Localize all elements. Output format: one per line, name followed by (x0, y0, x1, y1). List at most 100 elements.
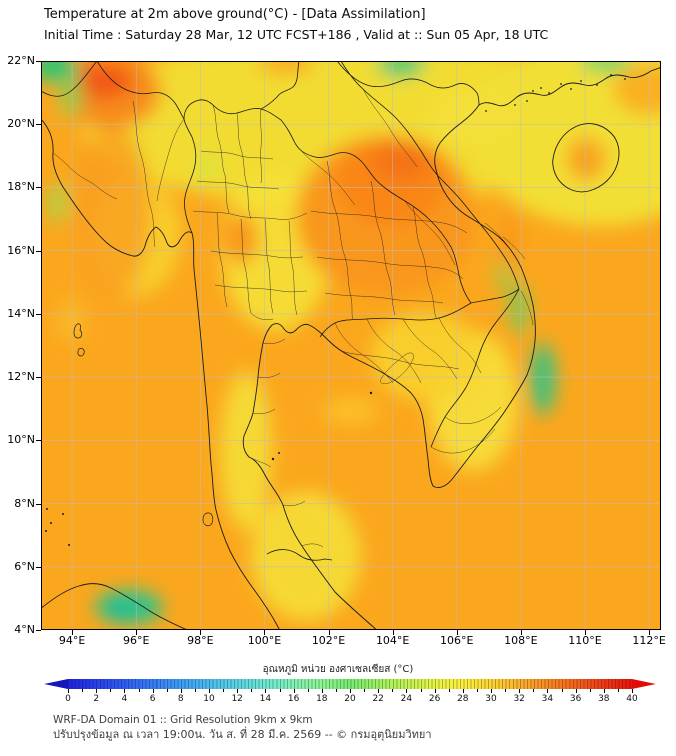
colorbar-tick-mark (321, 689, 323, 693)
lat-tick-label: 4°N (14, 623, 35, 636)
lat-tick-label: 12°N (7, 370, 35, 384)
lat-tick-label: 14°N (7, 306, 35, 320)
lat-tick-mark (36, 630, 41, 631)
colorbar-tick-label: 28 (457, 694, 469, 704)
colorbar-tick-mark (68, 689, 69, 693)
temperature-field (41, 61, 661, 624)
lat-tick-label: 18°N (7, 180, 35, 194)
colorbar-tick-label: 36 (569, 694, 582, 704)
lon-tick-mark (649, 630, 651, 635)
lat-tick-label: 20°N (7, 117, 35, 131)
colorbar-tick-label: 38 (598, 694, 610, 704)
colorbar-tick-label: 0 (65, 694, 71, 704)
coastlines (41, 66, 661, 630)
colorbar-tick-mark (632, 689, 633, 693)
colorbar-label: อุณหภูมิ หน่วย องศาเซลเซียส (°C) (262, 664, 414, 675)
colorbar-tick-mark (237, 689, 239, 693)
colorbar-tick-label: 34 (541, 694, 554, 704)
colorbar-tick-mark (180, 689, 182, 693)
lat-tick-mark (36, 313, 41, 315)
colorbar-tick-mark (392, 689, 394, 692)
lat-tick-label: 6°N (14, 559, 35, 573)
colorbar-tick-mark (96, 689, 98, 693)
colorbar-tick-mark (251, 689, 253, 692)
lat-tick-mark (36, 566, 41, 568)
map-border-frame (41, 61, 661, 630)
colorbar-tick-mark (533, 689, 535, 692)
colorbar-tick-label: 2 (93, 694, 100, 704)
colorbar-tick-mark (152, 689, 154, 693)
lon-tick-label: 98°E (187, 634, 214, 647)
graticule-gridlines (41, 61, 661, 630)
lat-tick-mark (36, 377, 41, 379)
colorbar-tick-mark (364, 689, 366, 692)
colorbar-tick-label: 24 (400, 694, 413, 704)
lat-tick-mark (36, 250, 41, 252)
map-canvas (41, 61, 661, 630)
lon-tick-mark (200, 630, 202, 635)
lon-tick-label: 108°E (504, 634, 538, 647)
small-islands (45, 74, 626, 546)
lon-tick-label: 94°E (58, 634, 86, 647)
lat-tick-label: 10°N (7, 433, 35, 447)
colorbar-tick-label: 20 (344, 694, 356, 704)
colorbar-tick-label: 22 (372, 694, 384, 704)
lon-tick-mark (72, 630, 74, 635)
lon-tick-mark (392, 630, 394, 635)
lat-tick-mark (36, 503, 41, 505)
colorbar-tick-mark (448, 689, 450, 692)
page-title: Temperature at 2m above ground(°C) - [Da… (44, 7, 426, 22)
colorbar-gradient (68, 679, 632, 689)
colorbar-tick-mark (265, 689, 267, 693)
colorbar-tick-label: 14 (259, 694, 272, 704)
lon-tick-label: 102°E (311, 634, 346, 647)
colorbar-tick-label: 16 (287, 694, 300, 704)
colorbar-tick-mark (462, 689, 464, 693)
lon-tick-mark (264, 630, 266, 635)
colorbar-tick-mark (194, 689, 196, 692)
colorbar-tick-mark (223, 689, 225, 692)
colorbar-tick-label: 18 (316, 694, 328, 704)
colorbar-tick-mark (124, 689, 126, 693)
colorbar-tick-label: 40 (626, 694, 638, 704)
country-borders (41, 61, 520, 561)
lat-tick-mark (36, 61, 41, 62)
colorbar-tick-label: 8 (177, 694, 184, 704)
lat-tick-label: 22°N (7, 54, 35, 67)
lon-tick-label: 106°E (440, 634, 474, 647)
lat-tick-mark (36, 187, 41, 189)
lon-tick-label: 96°E (122, 634, 150, 647)
lon-tick-mark (328, 630, 330, 635)
colorbar-tick-mark (293, 689, 295, 693)
lon-tick-label: 110°E (568, 634, 602, 647)
map-frame: 22°N 20°N 18°N 16°N 14°N 12°N 10°N 8°N 6°N 4°N 94°… (7, 54, 666, 647)
colorbar-tick-mark (505, 689, 507, 692)
colorbar-tick-mark (617, 689, 619, 692)
colorbar-tick-mark (350, 689, 351, 693)
colorbar-tick-label: 10 (203, 694, 215, 704)
province-borders (52, 88, 534, 548)
lon-tick-mark (136, 630, 138, 635)
lon-tick-label: 112°E (632, 634, 666, 647)
lon-tick-mark (585, 630, 587, 635)
colorbar-tick-mark (589, 689, 591, 692)
footer: WRF-DA Domain 01 :: Grid Resolution 9km … (53, 713, 432, 742)
title-block: Temperature at 2m above ground(°C) - [Da… (44, 5, 548, 45)
colorbar-tick-mark (209, 689, 210, 693)
colorbar-tick-mark (110, 689, 112, 692)
colorbar-underflow-arrow (44, 679, 68, 689)
lon-tick-mark (520, 630, 522, 635)
colorbar: 0 2 4 6 8 10 12 14 16 18 20 22 24 26 28 30 32 34 36 38 40 (44, 679, 656, 704)
footer-update-info: ปรับปรุงข้อมูล ณ เวลา 19:00น. วัน ส. ที่… (53, 727, 432, 741)
colorbar-tick-mark (561, 689, 563, 692)
colorbar-tick-mark (476, 689, 478, 692)
colorbar-tick-mark (491, 689, 492, 693)
colorbar-tick-label: 32 (513, 694, 525, 704)
colorbar-overflow-arrow (632, 679, 656, 689)
lat-tick-label: 16°N (7, 243, 35, 257)
lat-tick-mark (36, 440, 41, 442)
colorbar-tick-mark (279, 689, 281, 692)
colorbar-tick-label: 26 (428, 694, 441, 704)
colorbar-tick-mark (547, 689, 549, 693)
